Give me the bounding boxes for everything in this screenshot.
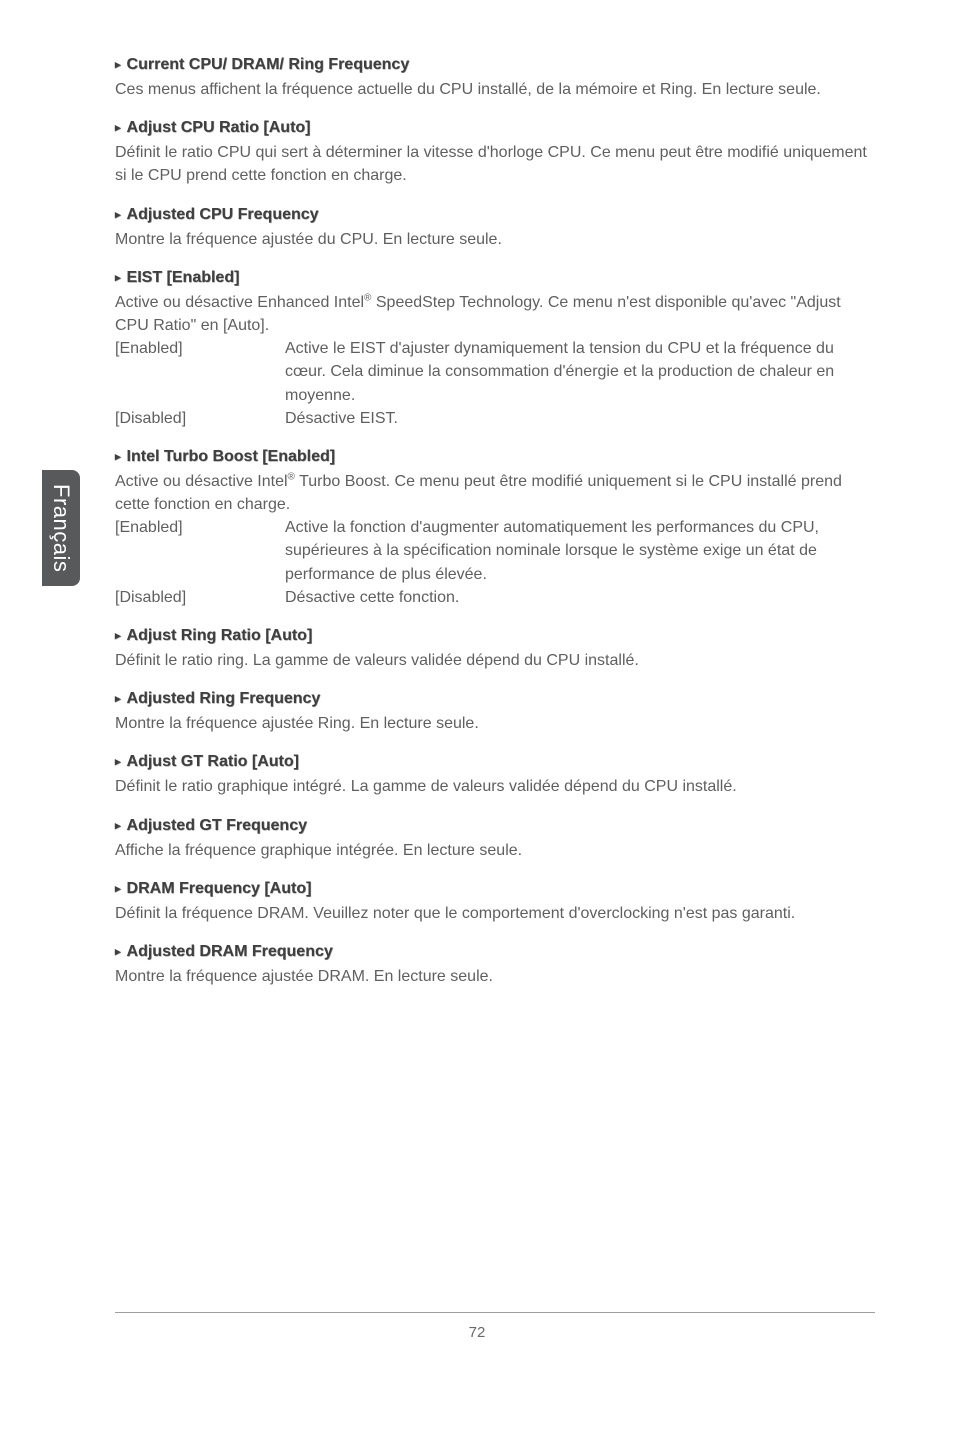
option-key: [Disabled] bbox=[115, 586, 285, 609]
bios-setting-section: ▸ Adjusted CPU Frequency Montre la fréquen… bbox=[115, 206, 875, 251]
setting-heading: ▸ Adjust CPU Ratio [Auto] bbox=[115, 119, 875, 137]
setting-heading-text: Adjusted DRAM Frequency bbox=[127, 943, 333, 960]
bios-setting-section: ▸ Adjusted Ring Frequency Montre la fréque… bbox=[115, 690, 875, 735]
setting-description: Montre la fréquence ajustée DRAM. En lec… bbox=[115, 965, 875, 988]
setting-option-row: [Disabled]Désactive EIST. bbox=[115, 407, 875, 430]
setting-heading: ▸ Adjusted CPU Frequency bbox=[115, 206, 875, 224]
option-key: [Disabled] bbox=[115, 407, 285, 430]
option-key: [Enabled] bbox=[115, 337, 285, 407]
triangle-bullet-icon: ▸ bbox=[115, 629, 121, 642]
setting-heading-text: Adjust Ring Ratio [Auto] bbox=[127, 627, 313, 644]
bios-setting-section: ▸ Intel Turbo Boost [Enabled] Active ou dé… bbox=[115, 448, 875, 609]
footer-divider bbox=[115, 1312, 875, 1313]
setting-heading: ▸ DRAM Frequency [Auto] bbox=[115, 880, 875, 898]
setting-description: Affiche la fréquence graphique intégrée.… bbox=[115, 839, 875, 862]
setting-heading: ▸ Adjust Ring Ratio [Auto] bbox=[115, 627, 875, 645]
bios-setting-section: ▸ EIST [Enabled] Active ou désactive Enhan… bbox=[115, 269, 875, 430]
language-sidetab: Français bbox=[42, 470, 80, 586]
setting-description: Définit le ratio CPU qui sert à détermin… bbox=[115, 141, 875, 187]
setting-heading-text: Adjusted GT Frequency bbox=[127, 817, 307, 834]
setting-heading: ▸ Adjusted DRAM Frequency bbox=[115, 943, 875, 961]
triangle-bullet-icon: ▸ bbox=[115, 271, 121, 284]
bios-setting-section: ▸ DRAM Frequency [Auto] Définit la fréquen… bbox=[115, 880, 875, 925]
triangle-bullet-icon: ▸ bbox=[115, 450, 121, 463]
option-value: Active la fonction d'augmenter automatiq… bbox=[285, 516, 875, 586]
setting-description: Montre la fréquence ajustée du CPU. En l… bbox=[115, 228, 875, 251]
setting-heading-text: Adjusted CPU Frequency bbox=[127, 206, 319, 223]
triangle-bullet-icon: ▸ bbox=[115, 819, 121, 832]
setting-heading: ▸ Adjusted Ring Frequency bbox=[115, 690, 875, 708]
triangle-bullet-icon: ▸ bbox=[115, 692, 121, 705]
page-content: ▸ Current CPU/ DRAM/ Ring Frequency Ces me… bbox=[115, 56, 875, 1006]
setting-description: Ces menus affichent la fréquence actuell… bbox=[115, 78, 875, 101]
triangle-bullet-icon: ▸ bbox=[115, 755, 121, 768]
setting-description: Montre la fréquence ajustée Ring. En lec… bbox=[115, 712, 875, 735]
option-value: Active le EIST d'ajuster dynamiquement l… bbox=[285, 337, 875, 407]
bios-setting-section: ▸ Adjust Ring Ratio [Auto] Définit le rati… bbox=[115, 627, 875, 672]
setting-heading-text: Adjusted Ring Frequency bbox=[127, 690, 321, 707]
setting-description: Active ou désactive Enhanced Intel® Spee… bbox=[115, 291, 875, 337]
setting-heading-text: DRAM Frequency [Auto] bbox=[127, 880, 312, 897]
setting-description: Définit le ratio ring. La gamme de valeu… bbox=[115, 649, 875, 672]
setting-heading-text: Current CPU/ DRAM/ Ring Frequency bbox=[127, 56, 410, 73]
bios-setting-section: ▸ Current CPU/ DRAM/ Ring Frequency Ces me… bbox=[115, 56, 875, 101]
setting-heading: ▸ Intel Turbo Boost [Enabled] bbox=[115, 448, 875, 466]
setting-description: Définit la fréquence DRAM. Veuillez note… bbox=[115, 902, 875, 925]
setting-heading: ▸ Adjust GT Ratio [Auto] bbox=[115, 753, 875, 771]
setting-option-row: [Disabled]Désactive cette fonction. bbox=[115, 586, 875, 609]
setting-heading-text: Adjust GT Ratio [Auto] bbox=[127, 753, 299, 770]
bios-setting-section: ▸ Adjust CPU Ratio [Auto] Définit le ratio… bbox=[115, 119, 875, 187]
setting-description: Active ou désactive Intel® Turbo Boost. … bbox=[115, 470, 875, 516]
setting-heading-text: Adjust CPU Ratio [Auto] bbox=[127, 119, 311, 136]
setting-heading: ▸ Adjusted GT Frequency bbox=[115, 817, 875, 835]
triangle-bullet-icon: ▸ bbox=[115, 945, 121, 958]
page-number: 72 bbox=[0, 1324, 954, 1341]
triangle-bullet-icon: ▸ bbox=[115, 208, 121, 221]
triangle-bullet-icon: ▸ bbox=[115, 882, 121, 895]
option-value: Désactive cette fonction. bbox=[285, 586, 875, 609]
setting-heading: ▸ Current CPU/ DRAM/ Ring Frequency bbox=[115, 56, 875, 74]
setting-heading-text: Intel Turbo Boost [Enabled] bbox=[127, 448, 336, 465]
option-key: [Enabled] bbox=[115, 516, 285, 586]
setting-option-row: [Enabled]Active la fonction d'augmenter … bbox=[115, 516, 875, 586]
setting-option-row: [Enabled]Active le EIST d'ajuster dynami… bbox=[115, 337, 875, 407]
option-value: Désactive EIST. bbox=[285, 407, 875, 430]
sidetab-label: Français bbox=[49, 484, 74, 572]
setting-description: Définit le ratio graphique intégré. La g… bbox=[115, 775, 875, 798]
bios-setting-section: ▸ Adjusted DRAM Frequency Montre la fréque… bbox=[115, 943, 875, 988]
triangle-bullet-icon: ▸ bbox=[115, 58, 121, 71]
bios-setting-section: ▸ Adjusted GT Frequency Affiche la fréquen… bbox=[115, 817, 875, 862]
setting-heading: ▸ EIST [Enabled] bbox=[115, 269, 875, 287]
bios-setting-section: ▸ Adjust GT Ratio [Auto] Définit le ratio … bbox=[115, 753, 875, 798]
setting-heading-text: EIST [Enabled] bbox=[127, 269, 240, 286]
triangle-bullet-icon: ▸ bbox=[115, 121, 121, 134]
